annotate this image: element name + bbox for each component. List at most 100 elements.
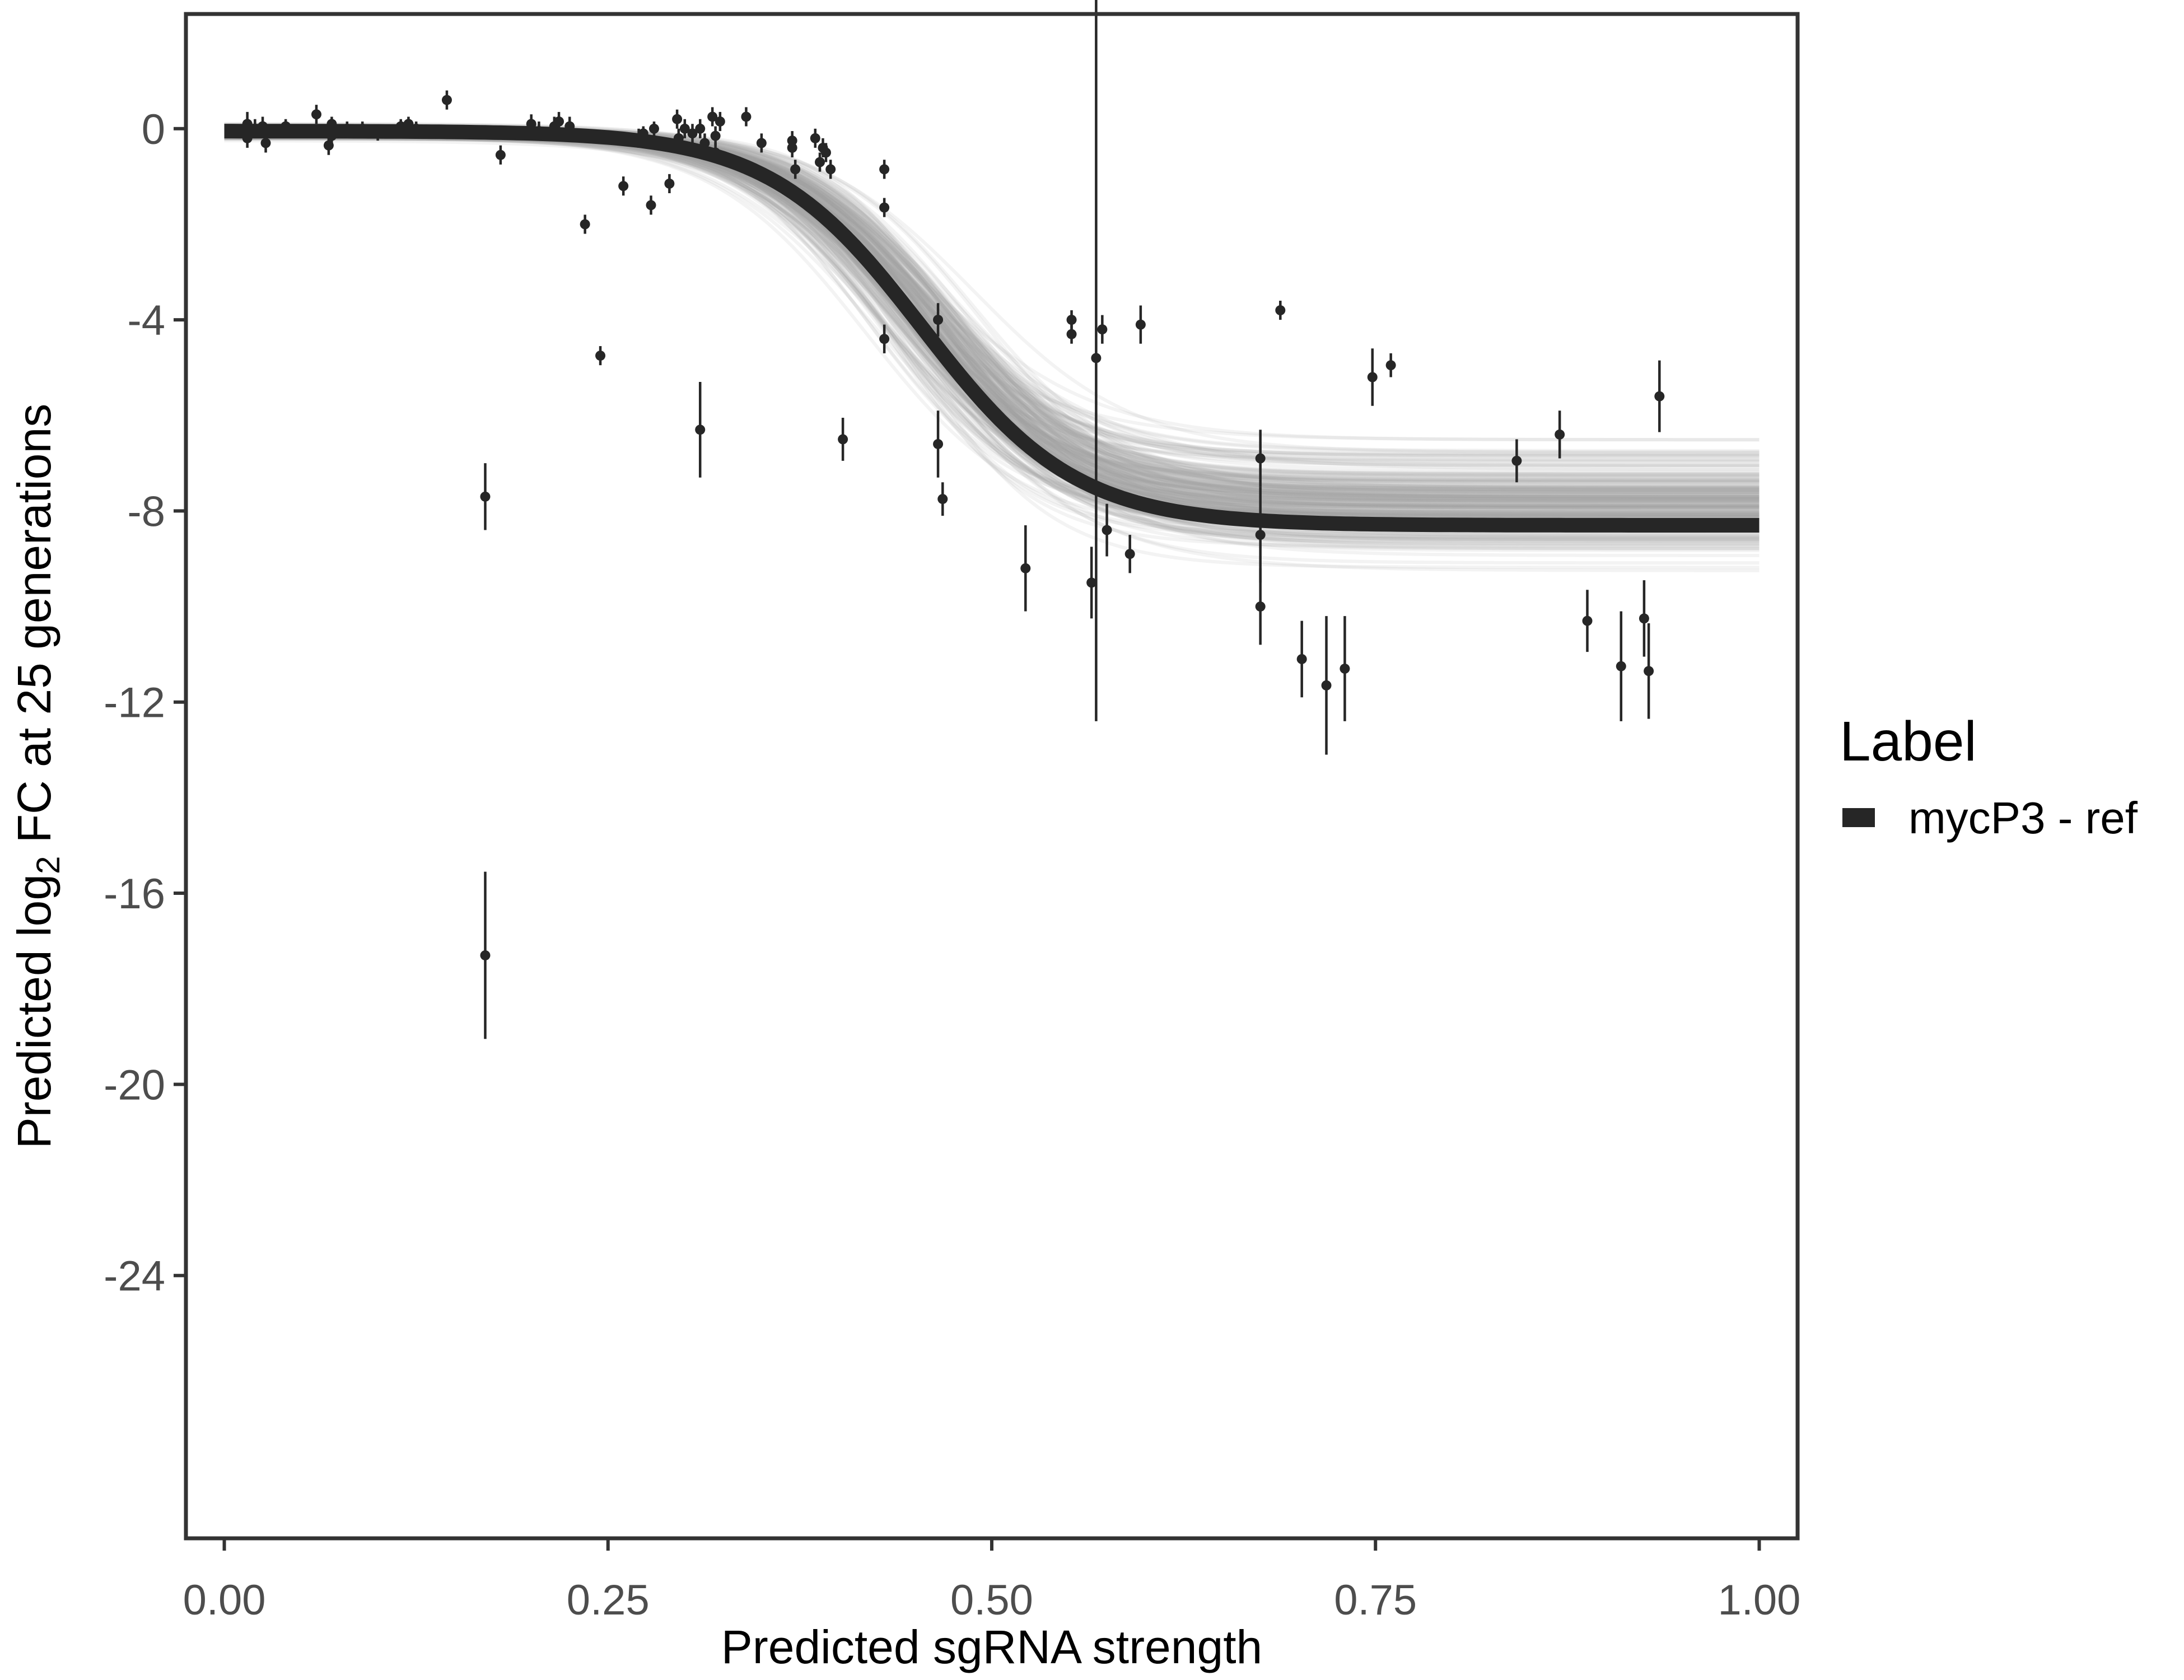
data-point bbox=[741, 107, 752, 127]
posterior-draw-line bbox=[224, 122, 1760, 542]
data-point bbox=[879, 198, 890, 217]
point-marker bbox=[580, 219, 590, 230]
data-point bbox=[618, 176, 629, 196]
point-marker bbox=[1511, 455, 1522, 466]
point-marker bbox=[1654, 391, 1665, 402]
point-marker bbox=[618, 181, 629, 192]
data-point bbox=[756, 133, 767, 153]
data-point bbox=[1255, 568, 1266, 645]
data-point bbox=[1066, 324, 1077, 344]
data-point bbox=[1385, 353, 1396, 377]
y-tick-label: 0 bbox=[142, 106, 165, 153]
point-marker bbox=[646, 200, 656, 211]
data-point bbox=[820, 143, 831, 162]
posterior-draw-line bbox=[224, 137, 1760, 498]
legend-label-mycp3-ref: mycP3 - ref bbox=[1908, 793, 2138, 843]
point-marker bbox=[756, 138, 767, 148]
x-axis-title: Predicted sgRNA strength bbox=[721, 1621, 1263, 1673]
point-marker bbox=[790, 164, 801, 175]
data-point bbox=[815, 152, 825, 172]
data-point bbox=[1020, 525, 1031, 612]
point-marker bbox=[480, 491, 491, 502]
posterior-draw-line bbox=[224, 136, 1760, 499]
data-point bbox=[790, 160, 801, 179]
y-axis-title-main: Predicted log bbox=[8, 874, 60, 1149]
point-marker bbox=[1296, 654, 1307, 664]
point-marker bbox=[838, 434, 848, 445]
data-point bbox=[1616, 611, 1626, 721]
data-point bbox=[1135, 305, 1146, 344]
point-marker bbox=[707, 111, 718, 122]
point-marker bbox=[937, 494, 948, 505]
data-point bbox=[1124, 535, 1135, 573]
legend: Label mycP3 - ref bbox=[1840, 710, 2138, 843]
point-marker bbox=[933, 438, 944, 449]
point-marker bbox=[1555, 429, 1565, 440]
point-marker bbox=[1097, 324, 1108, 335]
point-marker bbox=[695, 123, 706, 134]
point-marker bbox=[480, 950, 491, 960]
point-marker bbox=[820, 147, 831, 158]
point-marker bbox=[1616, 661, 1626, 671]
point-marker bbox=[311, 109, 321, 120]
x-tick-label: 1.00 bbox=[1718, 1576, 1801, 1624]
data-point bbox=[933, 410, 944, 478]
data-point bbox=[1091, 0, 1102, 721]
point-marker bbox=[1066, 315, 1077, 325]
point-marker bbox=[595, 351, 606, 361]
data-point bbox=[1296, 620, 1307, 698]
point-marker bbox=[441, 95, 452, 105]
data-point bbox=[480, 871, 491, 1039]
y-tick-label: -12 bbox=[104, 679, 165, 727]
data-point bbox=[1275, 300, 1286, 320]
data-point bbox=[480, 463, 491, 530]
point-marker bbox=[715, 116, 725, 127]
data-point bbox=[495, 145, 506, 165]
point-marker bbox=[1321, 680, 1332, 690]
point-marker bbox=[554, 116, 564, 127]
posterior-draw-line bbox=[224, 136, 1760, 490]
data-point bbox=[1644, 623, 1654, 719]
data-point bbox=[1654, 360, 1665, 432]
data-point bbox=[580, 214, 590, 234]
fit-curve bbox=[224, 124, 1760, 533]
point-marker bbox=[1255, 530, 1266, 540]
point-marker bbox=[933, 315, 944, 325]
data-point bbox=[879, 324, 890, 353]
data-point bbox=[838, 418, 848, 461]
data-point bbox=[810, 128, 820, 148]
data-point bbox=[441, 90, 452, 110]
point-marker bbox=[879, 164, 890, 175]
point-marker bbox=[1066, 329, 1077, 339]
data-point bbox=[664, 174, 675, 193]
point-marker bbox=[1020, 563, 1031, 573]
legend-key-mycp3-ref bbox=[1842, 808, 1875, 827]
data-point bbox=[937, 482, 948, 516]
data-point bbox=[710, 126, 721, 146]
data-point bbox=[933, 303, 944, 337]
y-axis-title: Predicted log2 FC at 25 generations bbox=[8, 404, 67, 1149]
data-point bbox=[1097, 315, 1108, 344]
point-marker bbox=[825, 164, 836, 175]
x-tick-label: 0.75 bbox=[1334, 1576, 1417, 1624]
point-marker bbox=[1340, 664, 1350, 674]
point-marker bbox=[1135, 319, 1146, 330]
point-marker bbox=[260, 138, 271, 148]
data-point bbox=[1340, 616, 1350, 721]
y-axis-title-subscript: 2 bbox=[30, 856, 67, 874]
data-point bbox=[1086, 547, 1097, 619]
data-point bbox=[672, 109, 683, 129]
point-marker bbox=[1255, 601, 1266, 612]
point-marker bbox=[879, 334, 890, 344]
point-marker bbox=[1644, 666, 1654, 676]
point-marker bbox=[815, 157, 825, 167]
data-point bbox=[1367, 348, 1378, 406]
point-marker bbox=[664, 178, 675, 189]
x-tick-label: 0.00 bbox=[183, 1576, 266, 1624]
point-marker bbox=[810, 133, 820, 143]
data-point bbox=[825, 160, 836, 179]
point-marker bbox=[648, 123, 659, 134]
data-point bbox=[1555, 410, 1565, 459]
data-point bbox=[1582, 590, 1593, 652]
